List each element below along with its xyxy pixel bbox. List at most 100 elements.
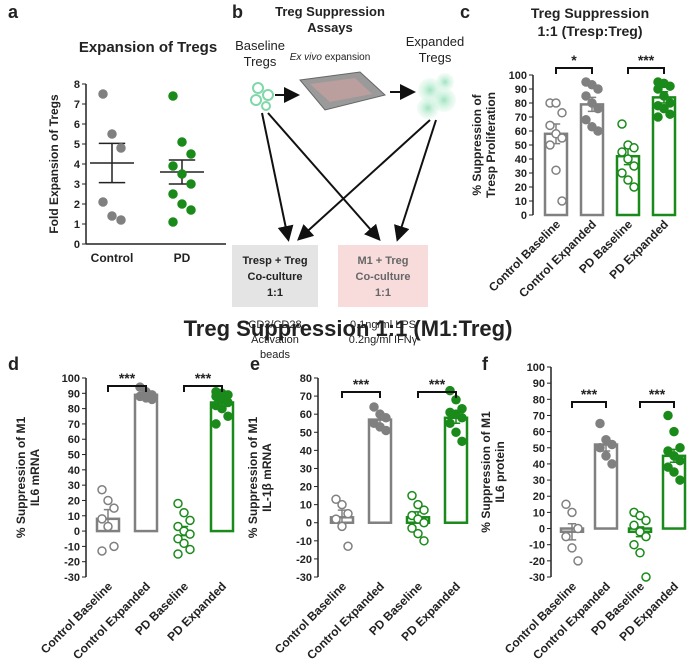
data-point	[675, 455, 685, 466]
significance-label: ***	[119, 370, 136, 386]
chart-title: Expansion of Tregs	[79, 39, 217, 56]
box-text: Co-culture	[248, 271, 303, 283]
data-point	[551, 98, 561, 108]
data-point	[601, 434, 611, 445]
data-point	[561, 531, 571, 542]
data-point	[173, 533, 183, 544]
y-tick-label: 10	[300, 500, 312, 512]
panel-letter: c	[460, 2, 470, 22]
y-tick-label: 40	[300, 445, 312, 457]
note: 0.1ng/ml LPS	[350, 319, 416, 331]
y-tick-label: 90	[533, 378, 545, 390]
data-point	[545, 120, 555, 131]
significance-bracket	[627, 67, 665, 74]
data-point	[557, 196, 567, 206]
y-axis-label: Fold Expansion of Tregs	[47, 94, 61, 234]
y-tick-label: 80	[533, 394, 545, 406]
y-tick-label: 60	[68, 434, 80, 446]
box-text: Tresp + Treg	[242, 255, 307, 267]
data-point	[659, 91, 669, 101]
data-point	[545, 140, 555, 150]
note: Activation	[251, 334, 299, 346]
data-point	[593, 126, 603, 136]
data-point	[381, 413, 391, 423]
data-point	[665, 98, 675, 108]
baseline-label: Baseline	[235, 38, 285, 53]
expanded-label: Tregs	[419, 50, 452, 65]
arrows	[261, 84, 437, 242]
data-point	[173, 521, 183, 532]
data-point	[593, 103, 603, 114]
y-tick-label: 100	[62, 373, 80, 385]
data-point	[607, 459, 617, 469]
data-point	[103, 495, 113, 506]
data-point	[623, 154, 633, 164]
y-tick-label: 0	[521, 210, 527, 222]
data-point	[635, 527, 645, 537]
data-point	[217, 403, 227, 414]
data-point	[581, 115, 591, 125]
data-point	[407, 523, 417, 533]
diagram-title: Assays	[307, 20, 353, 35]
expansion-label: Ex vivo expansion	[290, 52, 371, 63]
data-point	[185, 544, 195, 555]
y-tick-label: 30	[533, 475, 545, 487]
data-point	[185, 515, 195, 526]
data-point	[211, 419, 221, 429]
diagram-title: Treg Suppression	[275, 4, 385, 19]
y-tick-label: -10	[529, 540, 545, 552]
y-tick-label: 40	[515, 154, 527, 166]
data-point	[457, 404, 467, 414]
data-point	[116, 215, 126, 225]
data-point	[168, 161, 178, 171]
y-tick-label: 20	[300, 482, 312, 494]
data-point	[581, 91, 591, 101]
data-point	[445, 418, 455, 428]
data-point	[369, 402, 379, 412]
data-point	[186, 149, 196, 159]
data-point	[107, 211, 117, 221]
data-point	[103, 521, 113, 532]
data-point	[641, 572, 651, 582]
data-point	[617, 119, 627, 129]
note: 0.2ng/ml IFNγ	[349, 334, 418, 346]
data-point	[669, 451, 679, 461]
box-text: Co-culture	[356, 271, 411, 283]
data-point	[557, 133, 567, 143]
y-tick-label: 90	[68, 388, 80, 400]
y-tick-label: 70	[515, 112, 527, 124]
data-point	[635, 510, 645, 521]
y-tick-label: 2	[74, 199, 80, 211]
data-point	[669, 467, 679, 477]
note: beads	[260, 349, 290, 361]
y-tick-label: 50	[533, 443, 545, 455]
bar	[367, 418, 393, 524]
y-axis-label: IL6 protein	[493, 441, 507, 502]
data-point	[331, 494, 341, 504]
y-tick-label: 40	[68, 465, 80, 477]
x-tick-label: Control	[91, 251, 134, 265]
data-point	[168, 189, 178, 199]
significance-label: *	[571, 52, 577, 68]
y-tick-label: 70	[68, 419, 80, 431]
data-point	[98, 89, 108, 99]
y-tick-label: 100	[509, 70, 527, 82]
data-point	[617, 168, 627, 178]
y-tick-label: 0	[539, 524, 545, 536]
chart-title: 1:1 (Tresp:Treg)	[537, 23, 642, 39]
significance-label: ***	[581, 386, 598, 402]
y-tick-label: -20	[296, 554, 312, 566]
y-tick-label: 50	[300, 427, 312, 439]
y-tick-label: 5	[74, 139, 80, 151]
significance-bracket	[183, 385, 223, 392]
significance-bracket	[417, 391, 457, 398]
bar	[133, 393, 159, 533]
data-point	[407, 490, 417, 501]
y-tick-label: -10	[64, 541, 80, 553]
expansion-italic: Ex vivo	[290, 52, 323, 63]
data-point	[173, 498, 183, 509]
y-tick-label: 80	[300, 373, 312, 385]
y-tick-label: 100	[527, 362, 545, 374]
y-axis-label: % Suppression of	[470, 93, 484, 195]
data-point	[337, 499, 347, 510]
